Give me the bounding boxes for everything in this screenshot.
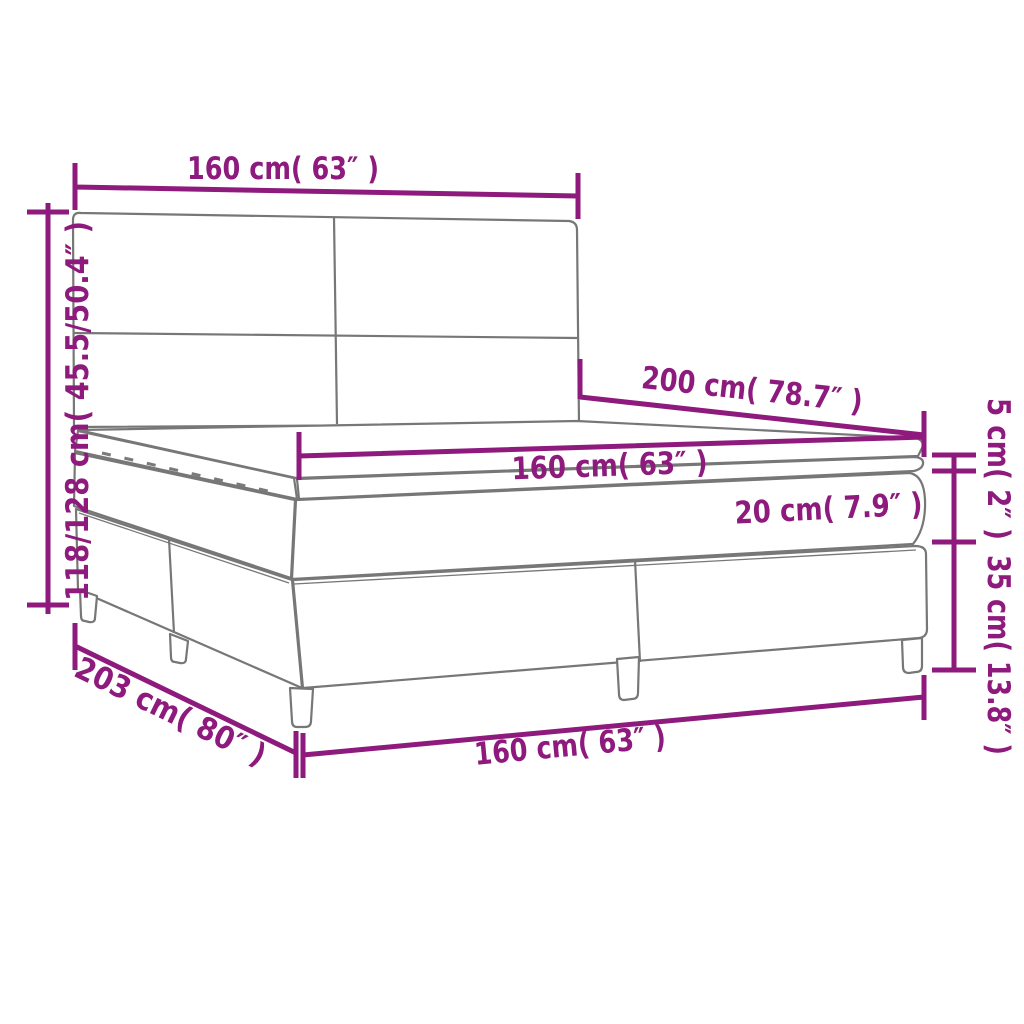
dim-line-mattress-width	[296, 411, 927, 480]
dim-line-right-heights	[932, 452, 976, 673]
dim-label-topper-thickness: 5 cm( 2″ )	[980, 398, 1016, 540]
base-top-edge-accent	[78, 512, 917, 585]
mattress-front	[290, 471, 927, 581]
dim-label-base-width: 160 cm( 63″ )	[473, 719, 668, 773]
base-side-divider	[167, 538, 176, 634]
topper-stitch-seam	[101, 451, 282, 496]
dim-label-mattress-length: 200 cm( 78.7″ )	[640, 360, 865, 420]
headboard-horizontal-divider	[73, 331, 579, 340]
dim-line-total-length	[72, 623, 299, 778]
dim-label-total-length: 203 cm( 80″ )	[69, 650, 272, 774]
mattress-topper-front	[295, 455, 925, 501]
dim-line-headboard-width	[72, 163, 581, 219]
dim-line-base-width	[300, 675, 927, 778]
dim-label-mattress-width: 160 cm( 63″ )	[511, 445, 708, 488]
dim-label-total-height: 118/128 cm( 45.5/50.4″ )	[60, 221, 96, 601]
bed-leg	[288, 686, 315, 729]
base-front-divider	[633, 559, 642, 663]
dim-label-headboard-width: 160 cm( 63″ )	[187, 151, 379, 187]
headboard	[71, 211, 581, 429]
headboard-vertical-divider	[332, 216, 339, 425]
dim-line-total-height	[27, 203, 69, 614]
bed-leg	[615, 655, 641, 702]
dim-label-base-leg-height: 35 cm( 13.8″ )	[980, 555, 1016, 755]
bed-drawing	[71, 211, 929, 729]
bed-leg	[900, 636, 924, 675]
bed-leg	[78, 588, 99, 624]
dim-line-mattress-length	[577, 359, 925, 438]
dimension-lines	[27, 163, 976, 778]
bed-leg	[168, 632, 190, 665]
